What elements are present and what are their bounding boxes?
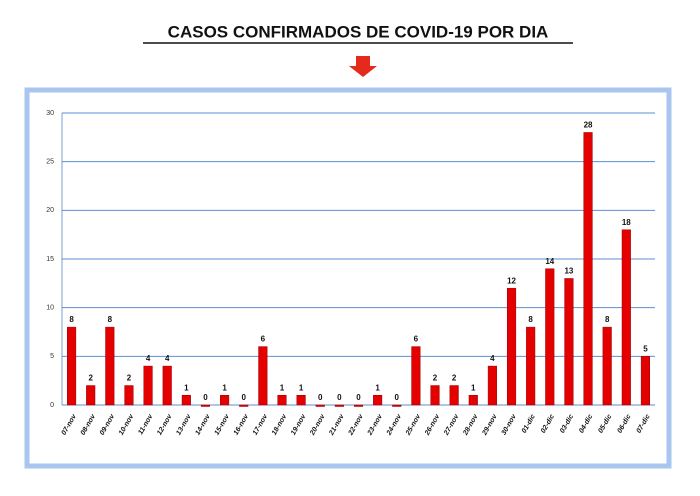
- value-label: 2: [433, 374, 438, 383]
- bar: [315, 404, 325, 407]
- value-label: 8: [528, 315, 533, 324]
- bar: [105, 326, 115, 406]
- value-label: 0: [356, 393, 361, 402]
- value-label: 0: [337, 393, 342, 402]
- value-label: 5: [643, 344, 648, 353]
- y-tick-label: 5: [50, 353, 54, 360]
- value-label: 8: [108, 315, 113, 324]
- bar: [334, 404, 344, 407]
- value-label: 6: [414, 335, 419, 344]
- bar: [86, 385, 96, 406]
- value-label: 4: [490, 354, 495, 363]
- value-label: 28: [584, 121, 593, 130]
- bar: [487, 365, 497, 406]
- value-label: 18: [622, 218, 631, 227]
- value-label: 8: [605, 315, 610, 324]
- bar: [621, 229, 631, 406]
- y-tick-label: 15: [46, 256, 54, 263]
- bar: [296, 395, 306, 406]
- bar: [526, 326, 536, 406]
- bar: [583, 132, 593, 406]
- arrow: [349, 56, 377, 77]
- bar: [545, 268, 555, 406]
- bar: [67, 326, 77, 406]
- value-label: 6: [261, 335, 266, 344]
- bar: [411, 346, 421, 406]
- value-label: 4: [165, 354, 170, 363]
- bar: [564, 278, 574, 406]
- bar: [239, 404, 249, 407]
- value-label: 13: [564, 267, 573, 276]
- y-tick-label: 20: [46, 207, 54, 214]
- bar: [200, 404, 211, 407]
- value-label: 0: [203, 393, 208, 402]
- bar: [602, 326, 612, 406]
- value-label: 8: [69, 315, 74, 324]
- value-label: 2: [452, 374, 457, 383]
- value-label: 1: [280, 383, 285, 392]
- value-label: 1: [184, 383, 189, 392]
- value-label: 0: [318, 393, 323, 402]
- y-tick-label: 10: [46, 305, 54, 312]
- value-label: 4: [146, 354, 151, 363]
- bar: [124, 385, 134, 406]
- bar: [143, 365, 153, 406]
- value-label: 1: [471, 383, 476, 392]
- bar: [277, 395, 287, 406]
- value-label: 14: [545, 257, 554, 266]
- y-tick-label: 0: [50, 402, 54, 409]
- bar: [449, 385, 459, 406]
- value-label: 0: [241, 393, 246, 402]
- value-label: 12: [507, 276, 516, 285]
- bar: [468, 395, 478, 406]
- value-label: 1: [299, 383, 304, 392]
- y-tick-label: 30: [46, 110, 54, 117]
- value-label: 2: [127, 374, 132, 383]
- bar: [392, 404, 402, 407]
- bar: [220, 395, 230, 406]
- value-label: 2: [88, 374, 93, 383]
- value-label: 1: [375, 383, 380, 392]
- bar: [181, 395, 191, 406]
- bar: [162, 365, 172, 406]
- bar: [353, 404, 364, 407]
- chart-frame: [24, 87, 672, 469]
- bar: [506, 287, 517, 406]
- bar: [373, 395, 383, 406]
- bar: [640, 356, 650, 406]
- chart-title: CASOS CONFIRMADOS DE COVID-19 POR DIA: [168, 22, 549, 41]
- value-label: 0: [395, 393, 400, 402]
- y-tick-label: 25: [46, 159, 54, 166]
- bar: [430, 385, 440, 406]
- bar: [258, 346, 268, 406]
- value-label: 1: [222, 383, 227, 392]
